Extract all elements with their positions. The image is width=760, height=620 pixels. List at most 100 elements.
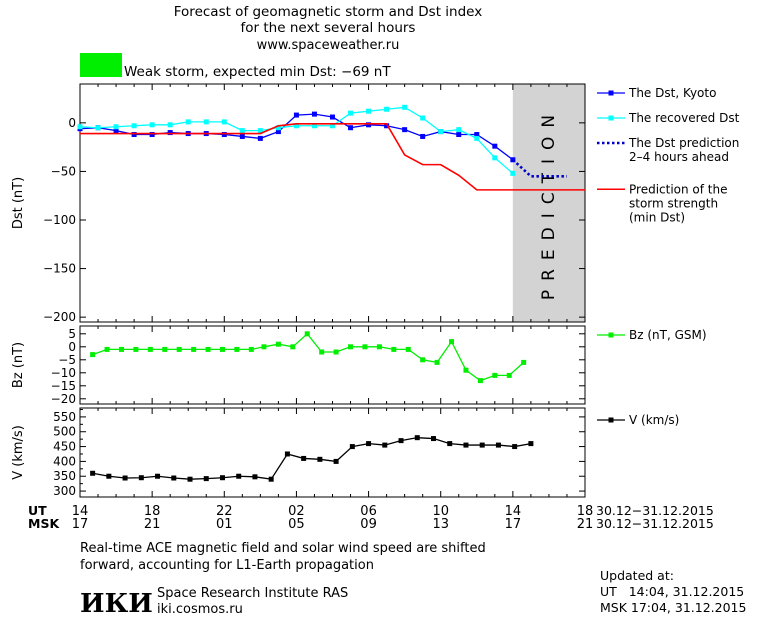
series-4: [80, 123, 585, 191]
legend-label: The recovered Dst: [628, 111, 740, 125]
data-point: [366, 441, 372, 447]
data-point: [330, 114, 335, 120]
y-tick-label: −50: [51, 164, 76, 178]
data-point: [384, 123, 390, 129]
data-point: [510, 170, 516, 176]
data-point: [348, 110, 354, 116]
data-point: [474, 135, 480, 141]
y-tick-label: 350: [53, 469, 76, 483]
data-point: [382, 442, 388, 448]
ut-tick-label: 22: [216, 504, 233, 519]
data-point: [257, 135, 263, 141]
chart-panel-2: 50−5−10−15−20 Bz (nT) Bz (nT, GSM): [11, 325, 707, 406]
legend-label: Prediction of the: [629, 182, 728, 196]
legend-label: 2–4 hours ahead: [629, 150, 729, 164]
ut-tick-label: 02: [288, 504, 305, 519]
data-point: [349, 444, 355, 450]
iki-logo: ИКИ: [80, 589, 153, 619]
footer-note-line1: Real-time ACE magnetic field and solar w…: [80, 541, 486, 556]
data-point: [167, 130, 173, 136]
msk-tick-label: 17: [72, 517, 89, 532]
data-point: [492, 155, 498, 161]
series-line: [92, 332, 525, 382]
prediction-band-label: PREDICTION: [539, 106, 559, 300]
legend-entry: The recovered Dst: [597, 111, 740, 125]
data-point: [155, 473, 161, 479]
msk-tick-label: 05: [288, 517, 305, 532]
data-point: [131, 132, 137, 138]
ut-tick-label: 14: [505, 504, 522, 519]
data-point: [284, 451, 290, 457]
data-point: [221, 119, 227, 125]
data-point: [113, 124, 119, 130]
y-tick-label: 300: [53, 484, 76, 498]
y-axis-label: Dst (nT): [11, 177, 26, 229]
series-1: [77, 111, 516, 163]
data-point: [275, 125, 281, 131]
data-point: [290, 344, 296, 350]
data-point: [147, 346, 153, 352]
updated-label: Updated at:: [600, 568, 674, 583]
data-point: [90, 470, 96, 476]
data-point: [330, 123, 335, 129]
site-url: www.spaceweather.ru: [257, 38, 400, 53]
data-point: [311, 111, 317, 117]
legend-swatch-marker: [608, 115, 614, 121]
chart-panel-1: PREDICTION 0 −50 −100 −150 −200 Dst (nT) The Ds…: [11, 83, 740, 324]
ut-tick-label: 18: [577, 504, 594, 519]
ut-date-range: 30.12−31.12.2015: [596, 503, 714, 518]
prediction-band: [512, 84, 585, 322]
data-point: [456, 127, 462, 133]
data-point: [317, 456, 323, 462]
y-tick-label: −5: [58, 353, 76, 367]
data-point: [420, 115, 426, 121]
legend-swatch-marker: [608, 417, 614, 423]
data-point: [191, 346, 197, 352]
data-point: [420, 357, 426, 363]
legend-label: The Dst, Kyoto: [628, 86, 716, 100]
data-point: [333, 349, 339, 355]
legend-label: (min Dst): [629, 210, 685, 224]
y-tick-label: 400: [53, 454, 76, 468]
data-point: [463, 367, 469, 373]
data-point: [456, 132, 462, 138]
data-point: [261, 344, 267, 350]
time-axis: UTMSK1417182122010205060910131417182130.…: [28, 503, 714, 532]
series-line: [80, 123, 585, 191]
msk-tick-label: 21: [577, 517, 594, 532]
series-line: [511, 158, 567, 178]
data-point: [521, 359, 527, 365]
data-point: [434, 359, 440, 365]
legend-label: V (km/s): [629, 413, 679, 427]
legend-swatch-marker: [608, 90, 614, 96]
data-point: [447, 441, 453, 447]
data-point: [90, 352, 96, 358]
data-point: [362, 344, 368, 350]
y-axis-label: Bz (nT): [11, 342, 26, 388]
data-point: [268, 476, 274, 482]
data-point: [162, 346, 168, 352]
series-line: [79, 113, 514, 161]
msk-tick-label: 21: [144, 517, 161, 532]
data-point: [219, 475, 225, 481]
y-tick-label: −150: [43, 262, 76, 276]
panel-frame: [79, 325, 586, 405]
y-tick-label: 550: [53, 410, 76, 424]
ut-row-label: UT: [28, 503, 47, 518]
data-point: [438, 129, 444, 135]
ut-tick-label: 10: [432, 504, 449, 519]
legend-entry: The Dst, Kyoto: [597, 86, 716, 100]
data-point: [449, 339, 455, 345]
msk-tick-label: 17: [505, 517, 522, 532]
data-point: [477, 378, 483, 384]
y-axis-label: V (km/s): [11, 425, 26, 480]
data-point: [171, 475, 177, 481]
msk-date-range: 30.12−31.12.2015: [596, 516, 714, 531]
panel-frame: [79, 407, 586, 498]
data-point: [149, 132, 155, 138]
institute-link[interactable]: iki.cosmos.ru: [157, 602, 243, 617]
